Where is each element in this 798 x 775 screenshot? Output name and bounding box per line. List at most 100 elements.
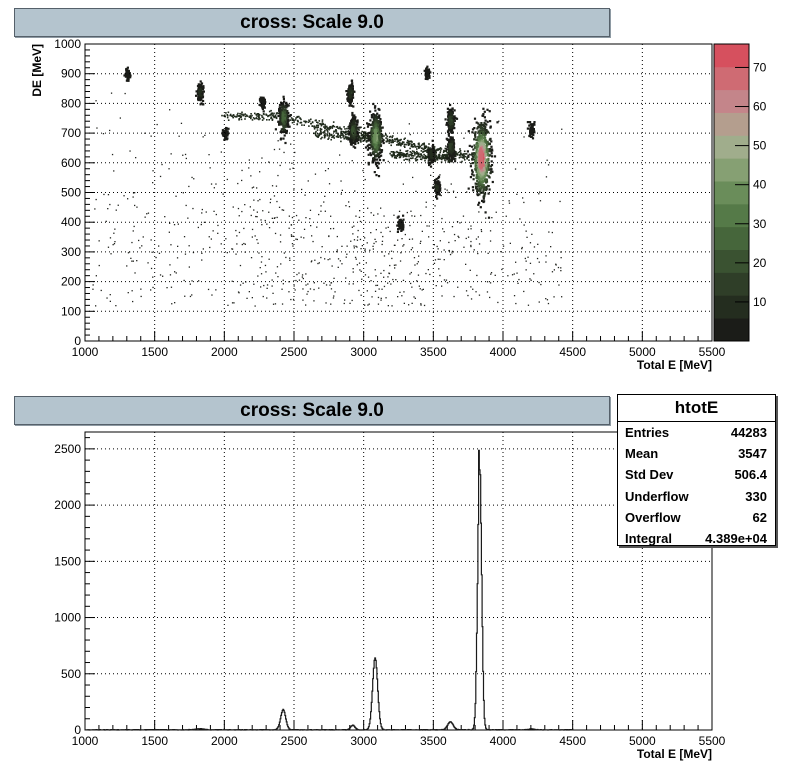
top-cluster-point — [486, 108, 489, 111]
top-scatter-point — [381, 243, 383, 246]
top-scatter-point — [328, 183, 331, 185]
top-ridge-point — [389, 135, 392, 138]
top-ridge-point — [362, 140, 364, 142]
top-cluster-point — [348, 133, 351, 136]
top-cluster-point — [449, 137, 452, 140]
top-scatter-point — [141, 245, 143, 247]
top-ridge-point — [419, 158, 422, 160]
top-cluster-point — [482, 197, 485, 200]
top-ridge-point — [231, 115, 233, 117]
colorbar-tick-label: 30 — [753, 217, 767, 231]
top-scatter-point — [109, 203, 111, 206]
top-scatter-point — [545, 255, 547, 257]
top-scatter-point — [268, 211, 270, 213]
top-ridge-point — [255, 113, 257, 116]
top-scatter-point — [129, 150, 131, 152]
top-ridge-point — [329, 127, 332, 130]
top-ridge-point — [231, 115, 234, 118]
top-scatter-point — [310, 225, 312, 227]
top-cluster-core — [351, 125, 355, 135]
top-cluster-point — [480, 122, 483, 125]
top-ridge-point — [251, 119, 254, 121]
top-scatter-point — [208, 236, 210, 238]
top-scatter-point — [452, 190, 455, 192]
top-cluster-point — [289, 114, 292, 117]
top-scatter-point — [404, 233, 406, 236]
top-scatter-point — [358, 262, 361, 264]
top-xtick-label: 1000 — [72, 345, 99, 359]
top-ridge-point — [397, 144, 400, 146]
top-scatter-point — [383, 276, 385, 278]
top-ridge-point — [295, 117, 297, 119]
top-cluster-point — [529, 121, 532, 124]
stats-label: Integral — [625, 530, 672, 546]
top-scatter-point — [276, 216, 278, 219]
top-cluster-point — [474, 131, 477, 134]
top-scatter-point — [441, 217, 443, 220]
top-scatter-point — [469, 269, 471, 271]
top-scatter-point — [164, 216, 166, 218]
top-scatter-point — [290, 143, 292, 145]
top-scatter-point — [109, 300, 111, 302]
top-cluster-point — [427, 149, 430, 152]
top-cluster-point — [286, 121, 289, 124]
colorbar-tick-label: 60 — [753, 100, 767, 114]
colorbar-segment — [714, 181, 749, 205]
top-ridge-point — [319, 129, 322, 132]
top-ridge-point — [444, 159, 446, 161]
top-ridge-point — [405, 150, 407, 152]
top-scatter-point — [351, 160, 353, 162]
top-scatter-point — [268, 227, 271, 229]
top-scatter-point — [555, 264, 557, 266]
top-ridge-point — [278, 112, 280, 115]
top-scatter-point — [509, 242, 511, 244]
top-cluster-point — [528, 124, 531, 127]
top-ridge-point — [397, 143, 400, 145]
top-ridge-point — [396, 151, 398, 154]
top-cluster-point — [367, 132, 370, 135]
top-scatter-point — [188, 245, 190, 247]
top-ridge-point — [426, 151, 428, 153]
stats-row-underflow: Underflow 330 — [618, 486, 775, 507]
top-cluster-point — [367, 146, 371, 149]
top-cluster-point — [372, 143, 375, 146]
top-cluster-point — [481, 140, 484, 143]
top-scatter-point — [262, 295, 264, 298]
top-xtick-label: 3500 — [420, 345, 447, 359]
top-scatter-point — [480, 229, 482, 231]
top-cluster-point — [374, 105, 377, 108]
top-cluster-point — [485, 131, 488, 134]
top-ridge-point — [392, 151, 395, 153]
top-scatter-point — [233, 302, 235, 304]
top-scatter-point — [260, 261, 263, 263]
top-scatter-point — [201, 208, 203, 211]
top-cluster-point — [446, 138, 450, 141]
top-cluster-point — [475, 175, 478, 179]
top-cluster-point — [352, 117, 355, 120]
top-ridge-point — [315, 126, 317, 129]
top-cluster-point — [449, 103, 452, 107]
top-cluster-point — [482, 107, 485, 110]
top-scatter-point — [373, 242, 375, 245]
top-ridge-point — [311, 121, 314, 123]
top-scatter-point — [451, 250, 454, 252]
top-scatter-point — [411, 215, 413, 217]
top-scatter-point — [387, 276, 389, 278]
top-cluster-point — [471, 186, 474, 189]
top-ridge-point — [303, 120, 305, 123]
top-cluster-point — [375, 131, 378, 134]
top-ridge-point — [458, 154, 461, 156]
top-scatter-point — [295, 214, 298, 217]
top-cluster-point — [480, 136, 483, 139]
top-cluster-point — [479, 184, 482, 187]
top-scatter-point — [184, 153, 187, 156]
top-cluster-core — [478, 146, 484, 170]
top-cluster-point — [346, 93, 349, 96]
top-scatter-point — [553, 269, 555, 271]
top-ridge-point — [443, 150, 445, 152]
top-ridge-point — [457, 154, 459, 156]
top-cluster-point — [481, 178, 484, 181]
top-scatter-point — [470, 245, 472, 248]
top-cluster-point — [377, 162, 381, 165]
top-scatter-point — [539, 200, 542, 202]
